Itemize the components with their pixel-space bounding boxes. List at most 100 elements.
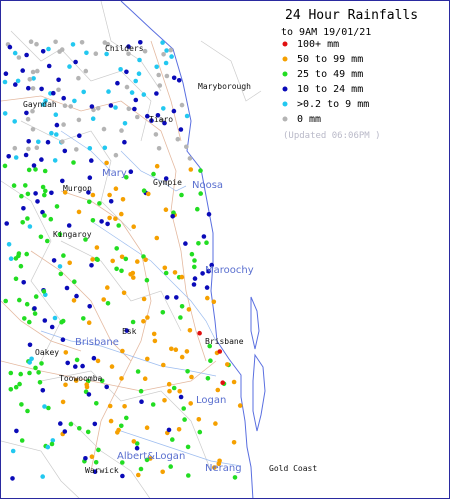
rainfall-station-dot: [38, 234, 44, 240]
rainfall-station-dot: [20, 220, 26, 225]
rainfall-station-dot: [76, 75, 81, 81]
rainfall-station-dot: [40, 209, 45, 215]
rainfall-station-dot: [114, 246, 119, 251]
town-label: Childers: [105, 44, 144, 53]
rainfall-station-dot: [42, 318, 48, 323]
rainfall-station-dot: [166, 381, 172, 387]
rainfall-station-dot: [16, 251, 22, 256]
town-label: Kingaroy: [53, 230, 92, 239]
rainfall-station-dot: [192, 264, 197, 270]
basin-label: Maroochy: [205, 265, 254, 276]
rainfall-station-dot: [131, 224, 136, 229]
rainfall-station-dot: [35, 68, 40, 74]
rainfall-station-dot: [174, 295, 179, 300]
rainfall-station-dot: [86, 190, 91, 195]
rainfall-station-dot: [175, 136, 181, 142]
rainfall-station-dot: [27, 360, 32, 365]
rainfall-station-dot: [182, 417, 187, 422]
rainfall-station-dot: [67, 260, 72, 266]
town-label: Toowoomba: [59, 374, 103, 383]
rainfall-station-dot: [151, 331, 157, 337]
town-label: Gympie: [153, 178, 182, 187]
rainfall-station-dot: [61, 122, 66, 127]
rainfall-station-dot: [119, 211, 124, 217]
legend-label: 25 to 49 mm: [297, 69, 363, 80]
rainfall-station-dot: [156, 72, 161, 78]
rainfall-station-dot: [120, 460, 125, 465]
rainfall-station-dot: [97, 201, 102, 206]
rainfall-station-dot: [176, 427, 182, 432]
rainfall-station-dot: [164, 48, 169, 53]
rainfall-station-dot: [71, 298, 77, 303]
rainfall-station-dot: [122, 121, 128, 126]
rainfall-station-dot: [144, 277, 150, 283]
rainfall-station-dot: [126, 51, 131, 57]
rainfall-station-dot: [187, 156, 193, 161]
rainfall-station-dot: [163, 207, 169, 212]
rainfall-station-dot: [53, 39, 58, 45]
rainfall-station-dot: [27, 77, 33, 82]
rainfall-station-dot: [54, 122, 60, 128]
rainfall-station-dot: [170, 437, 175, 442]
rainfall-station-dot: [18, 263, 24, 269]
rainfall-station-dot: [48, 216, 54, 222]
rainfall-station-dot: [120, 348, 125, 354]
rainfall-station-dot: [12, 50, 18, 56]
rainfall-station-dot: [86, 320, 92, 326]
rainfall-station-dot: [138, 40, 143, 45]
rainfall-station-dot: [96, 447, 101, 453]
rainfall-station-dot: [66, 223, 72, 228]
rainfall-station-dot: [79, 40, 85, 45]
basin-label: Brisbane: [75, 337, 119, 348]
town-label: Warwick: [85, 466, 119, 475]
river-lines: [40, 130, 242, 467]
rainfall-station-dot: [74, 357, 80, 363]
rainfall-station-dot: [30, 127, 36, 132]
rainfall-station-dot: [3, 71, 9, 76]
rainfall-station-dot: [231, 440, 237, 445]
rainfall-station-dot: [83, 456, 88, 461]
rainfall-station-dot: [34, 41, 39, 47]
legend-label: 0 mm: [297, 114, 321, 125]
rainfall-station-dot: [87, 175, 93, 180]
rainfall-station-dot: [50, 438, 56, 443]
rainfall-station-dot: [33, 191, 38, 196]
rainfall-station-dot: [21, 280, 27, 285]
rainfall-station-dot: [23, 152, 29, 158]
rainfall-station-dot: [13, 82, 18, 87]
rainfall-station-dot: [108, 199, 114, 204]
rainfall-station-dot: [136, 71, 142, 76]
rainfall-station-dot: [141, 188, 147, 193]
rainfall-station-dot: [188, 167, 194, 172]
rainfall-station-dot: [177, 388, 182, 394]
rainfall-station-dot: [173, 347, 179, 353]
rainfall-station-dot: [42, 168, 48, 174]
rainfall-station-dot: [83, 68, 89, 74]
rainfall-station-dot: [3, 298, 9, 304]
rainfall-station-dot: [107, 403, 113, 409]
rainfall-station-dot: [237, 403, 243, 408]
rainfall-station-dot: [145, 315, 150, 320]
rainfall-station-dot: [113, 105, 118, 110]
legend-label: >0.2 to 9 mm: [297, 99, 369, 110]
rainfall-station-dot: [188, 401, 193, 406]
legend-label: 50 to 99 mm: [297, 54, 363, 65]
rainfall-station-dot: [160, 469, 165, 475]
rainfall-station-dot: [59, 47, 65, 52]
rainfall-station-dot: [108, 418, 114, 424]
rainfall-station-dot: [119, 128, 124, 133]
rainfall-station-dot: [91, 355, 97, 361]
rainfall-station-dot: [179, 274, 185, 280]
rainfall-station-dot: [74, 293, 79, 299]
rainfall-station-dot: [200, 271, 205, 276]
rainfall-station-dot: [191, 282, 197, 287]
rainfall-station-dot: [93, 51, 99, 56]
rainfall-station-dot: [33, 294, 39, 299]
rainfall-station-dot: [131, 439, 137, 444]
rainfall-station-dot: [178, 127, 184, 132]
rainfall-station-dot: [63, 382, 68, 388]
rainfall-station-dot: [40, 49, 46, 54]
rainfall-station-dot: [201, 234, 207, 239]
rainfall-station-dot: [192, 258, 197, 263]
rainfall-station-dot: [90, 192, 96, 198]
